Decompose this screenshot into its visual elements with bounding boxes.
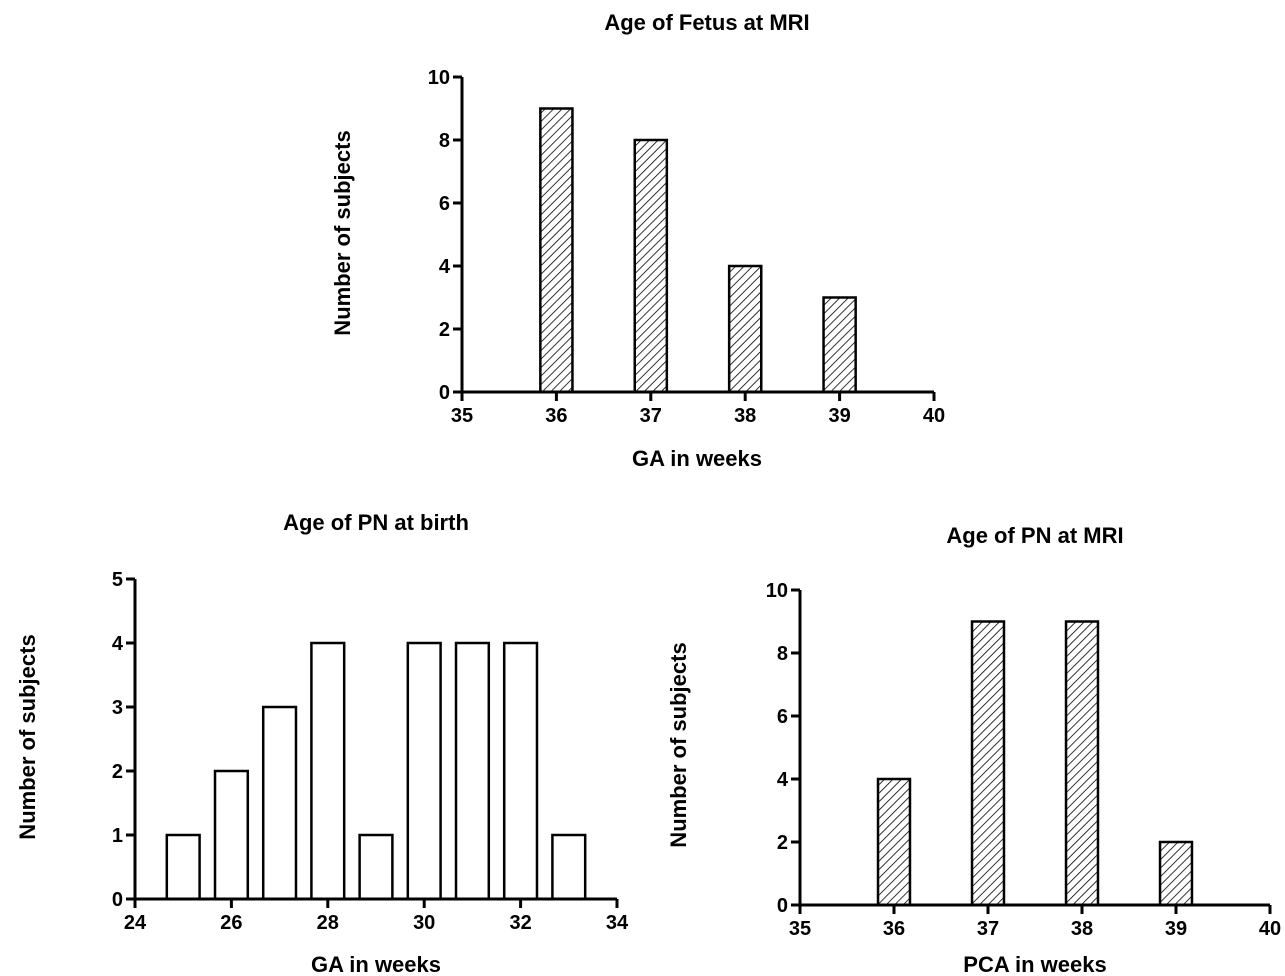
x-tick-label: 32 [509,912,531,934]
bar [822,296,857,394]
x-tick-label: 34 [606,912,629,934]
bar [213,769,250,901]
y-axis-label: Number of subjects [15,634,40,839]
y-tick-label: 1 [112,825,123,847]
bar [876,777,912,907]
y-tick-label: 8 [777,643,788,665]
x-tick-label: 37 [640,405,662,427]
bar [358,833,394,901]
y-tick-label: 2 [439,319,450,341]
y-tick-label: 3 [112,697,123,719]
x-tick-label: 28 [317,912,339,934]
x-tick-label: 39 [1165,918,1187,940]
y-tick-label: 5 [112,569,123,591]
bar [310,641,346,901]
x-axis-label: GA in weeks [311,952,441,976]
y-tick-label: 6 [439,193,450,215]
y-tick-label: 6 [777,706,788,728]
x-tick-label: 30 [413,912,435,934]
x-tick-label: 24 [124,912,147,934]
x-tick-label: 35 [789,918,811,940]
y-axis-label: Number of subjects [330,130,355,335]
x-tick-label: 26 [220,912,242,934]
x-tick-label: 36 [883,918,905,940]
y-tick-label: 10 [428,67,450,89]
bar [633,138,669,394]
x-tick-label: 40 [923,405,945,427]
y-tick-label: 4 [112,633,124,655]
bar [1064,620,1100,907]
chart-pn-at-mri: Age of PN at MRI Number of subjects PCA … [666,523,1281,976]
y-tick-label: 8 [439,130,450,152]
y-tick-label: 0 [112,889,123,911]
y-tick-label: 2 [112,761,123,783]
chart-fetus-at-mri: Age of Fetus at MRI Number of subjects G… [330,10,945,471]
x-tick-label: 39 [828,405,850,427]
bar [406,641,442,901]
x-axis-label: GA in weeks [632,446,762,471]
chart-title: Age of PN at MRI [946,523,1123,548]
y-tick-label: 2 [777,832,788,854]
bar [261,705,298,901]
bar [727,264,763,394]
chart-title: Age of PN at birth [283,510,469,535]
plot-area: 35 36 37 38 39 40 0 2 4 6 8 10 [766,580,1281,940]
x-tick-label: 36 [545,405,567,427]
x-tick-label: 35 [451,405,473,427]
bar [502,641,539,901]
y-axis-label: Number of subjects [666,642,691,847]
bar [551,833,587,901]
y-tick-label: 0 [439,382,450,404]
y-tick-label: 10 [766,580,788,602]
bar [454,641,491,901]
x-tick-label: 38 [1071,918,1093,940]
x-tick-label: 37 [977,918,999,940]
y-tick-label: 0 [777,895,788,917]
bar [1158,840,1194,907]
chart-pn-at-birth: Age of PN at birth Number of subjects GA… [15,510,629,976]
y-tick-label: 4 [439,256,451,278]
y-tick-label: 4 [777,769,789,791]
x-tick-label: 40 [1259,918,1281,940]
chart-title: Age of Fetus at MRI [604,10,809,35]
plot-area: 35 36 37 38 39 40 0 2 4 6 8 10 [428,67,945,427]
x-tick-label: 38 [734,405,756,427]
bar [539,107,574,394]
bar [165,833,201,901]
x-axis-label: PCA in weeks [963,952,1106,976]
bar [970,620,1006,907]
